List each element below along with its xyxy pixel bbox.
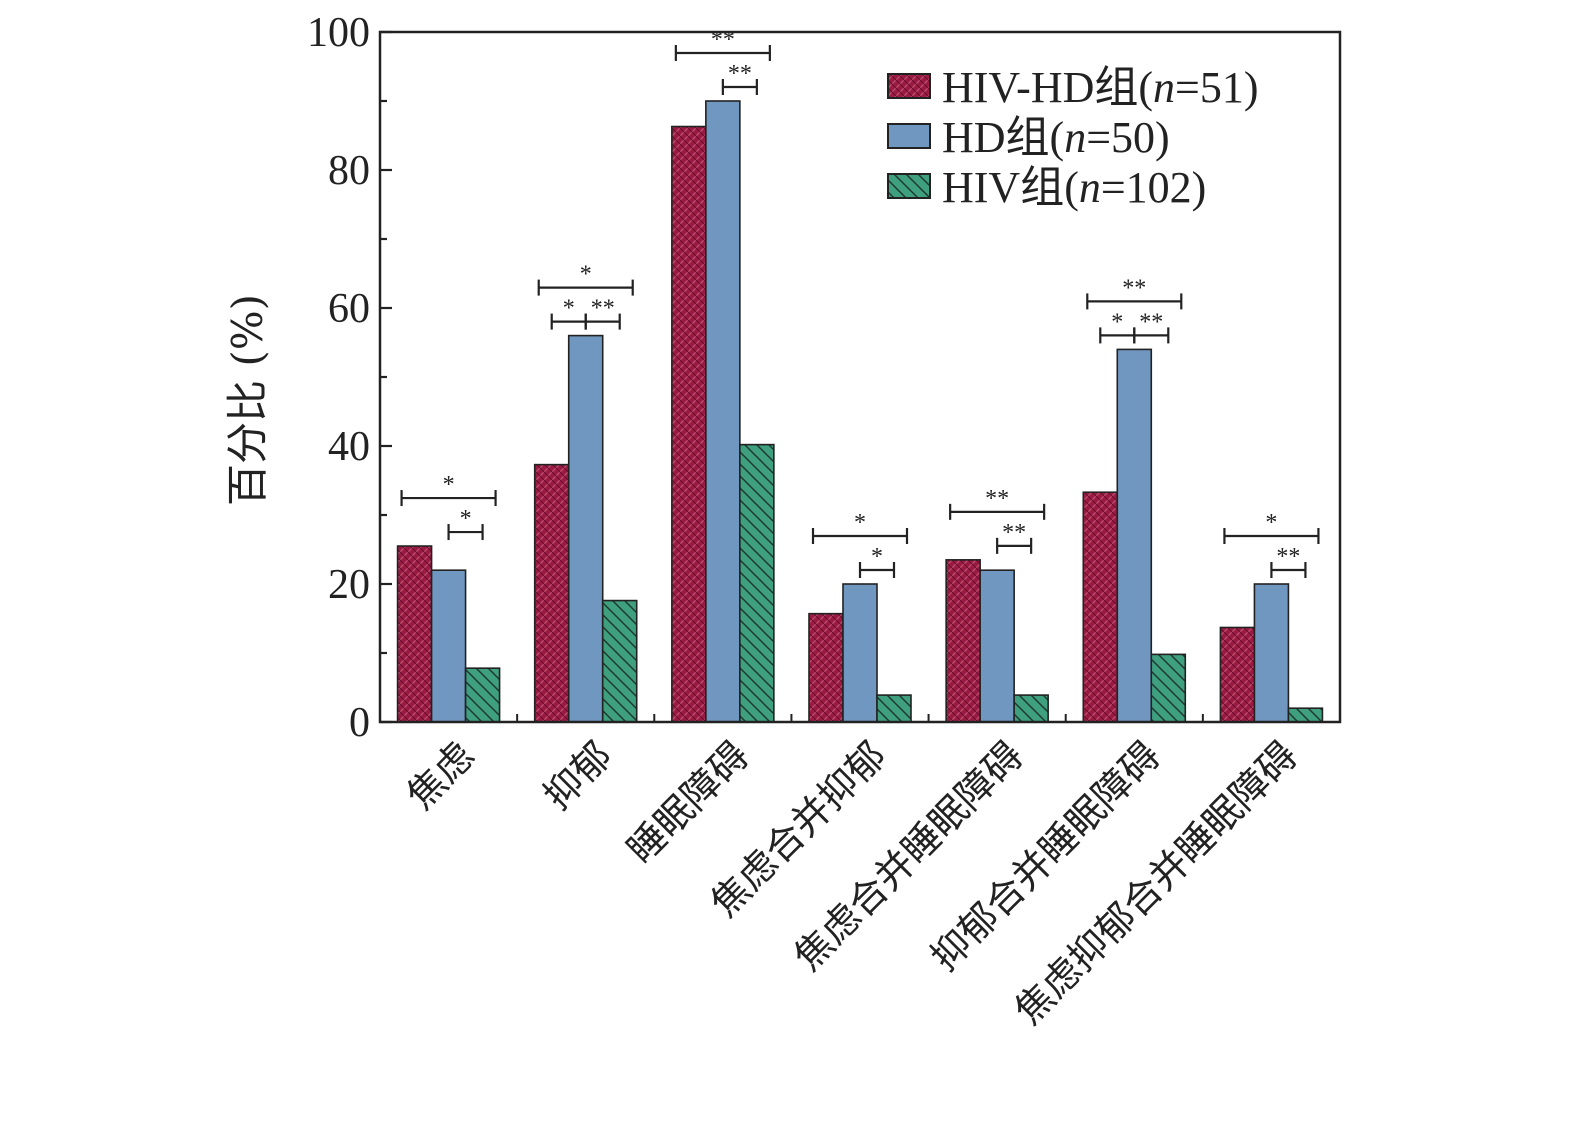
significance-label: ** bbox=[1002, 520, 1026, 546]
bar bbox=[945, 559, 981, 723]
significance-label: ** bbox=[728, 61, 752, 87]
bar bbox=[1253, 583, 1290, 723]
bar bbox=[1116, 348, 1153, 723]
y-tick-label: 60 bbox=[328, 286, 370, 332]
bar bbox=[567, 334, 604, 723]
y-axis-ticks: 0 20 40 60 80 100 bbox=[307, 10, 392, 746]
y-tick-label: 80 bbox=[328, 148, 370, 194]
bar bbox=[876, 694, 912, 723]
y-tick-label: 0 bbox=[349, 700, 370, 746]
significance-label: ** bbox=[1139, 309, 1163, 335]
legend-swatch bbox=[887, 123, 931, 149]
legend: HIV-HD组(n=51)HD组(n=50)HIV组(n=102) bbox=[887, 63, 1259, 212]
y-tick-label: 100 bbox=[307, 10, 370, 56]
bar bbox=[808, 612, 844, 723]
bar bbox=[979, 569, 1015, 723]
bar bbox=[1150, 653, 1187, 723]
bar bbox=[671, 125, 707, 723]
legend-swatch bbox=[887, 73, 931, 99]
y-axis-label-group: 百分比 (%) bbox=[223, 294, 272, 506]
legend-swatch bbox=[887, 173, 931, 199]
significance-label: ** bbox=[591, 296, 615, 322]
significance-label: * bbox=[854, 510, 866, 536]
bar bbox=[1287, 707, 1324, 723]
significance-label: * bbox=[1111, 309, 1123, 335]
bar bbox=[739, 443, 775, 723]
y-axis-label: 百分比 (%) bbox=[223, 294, 272, 506]
bars-layer bbox=[396, 100, 1324, 723]
bar bbox=[842, 583, 878, 723]
x-category-label: 睡眠障碍 bbox=[619, 733, 758, 872]
significance-label: * bbox=[1265, 510, 1277, 536]
bar bbox=[1082, 491, 1119, 723]
bar bbox=[705, 100, 741, 723]
x-category-label: 抑郁合并睡眠障碍 bbox=[923, 733, 1169, 979]
significance-label: * bbox=[580, 262, 592, 288]
y-tick-label: 20 bbox=[328, 562, 370, 608]
plot-frame bbox=[378, 30, 1342, 724]
x-category-label: 抑郁 bbox=[535, 733, 620, 818]
significance-label: * bbox=[871, 544, 883, 570]
x-category-label: 焦虑抑郁合并睡眠障碍 bbox=[1006, 733, 1306, 1033]
x-category-label: 焦虑 bbox=[398, 733, 483, 818]
significance-layer: *** ********* ***** ******* bbox=[400, 27, 1320, 578]
bar bbox=[430, 569, 467, 723]
legend-label: HIV组(n=102) bbox=[942, 163, 1206, 212]
significance-label: * bbox=[563, 296, 575, 322]
significance-label: * bbox=[460, 506, 472, 532]
significance-label: * bbox=[443, 472, 455, 498]
bar bbox=[1219, 626, 1256, 723]
bar bbox=[533, 463, 570, 723]
bar bbox=[601, 599, 638, 723]
significance-label: ** bbox=[985, 486, 1009, 512]
bar bbox=[464, 667, 501, 723]
significance-label: ** bbox=[1122, 275, 1146, 301]
bar bbox=[396, 545, 433, 723]
bar bbox=[1013, 694, 1049, 723]
x-category-label: 焦虑合并睡眠障碍 bbox=[785, 733, 1031, 979]
legend-label: HD组(n=50) bbox=[942, 113, 1170, 162]
significance-label: ** bbox=[1276, 544, 1300, 570]
legend-label: HIV-HD组(n=51) bbox=[942, 63, 1259, 112]
y-tick-label: 40 bbox=[328, 424, 370, 470]
